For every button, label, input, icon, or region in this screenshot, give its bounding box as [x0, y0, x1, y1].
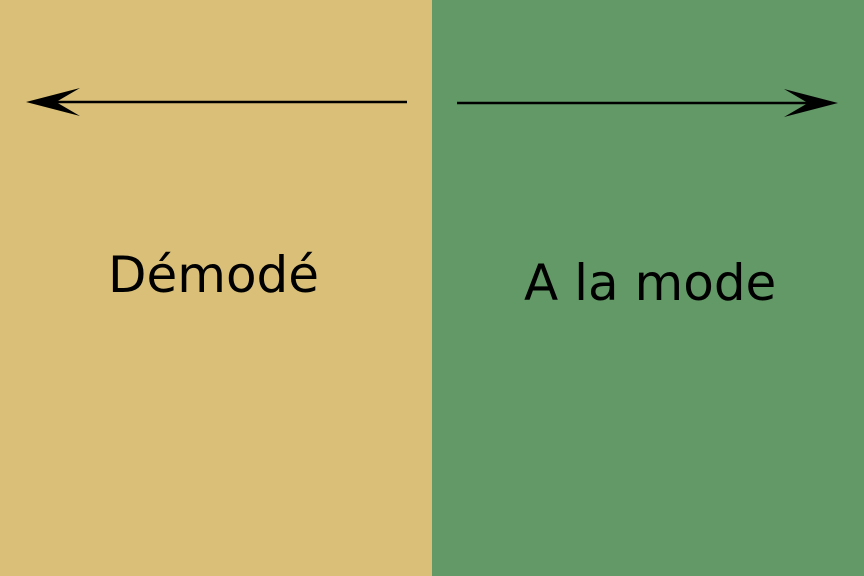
right-arrow-icon — [457, 89, 838, 117]
demode-panel: Démodé — [0, 0, 432, 576]
left-arrow-icon — [26, 88, 407, 116]
a-la-mode-label: A la mode — [524, 254, 777, 312]
demode-label: Démodé — [108, 246, 320, 304]
a-la-mode-panel: A la mode — [432, 0, 864, 576]
